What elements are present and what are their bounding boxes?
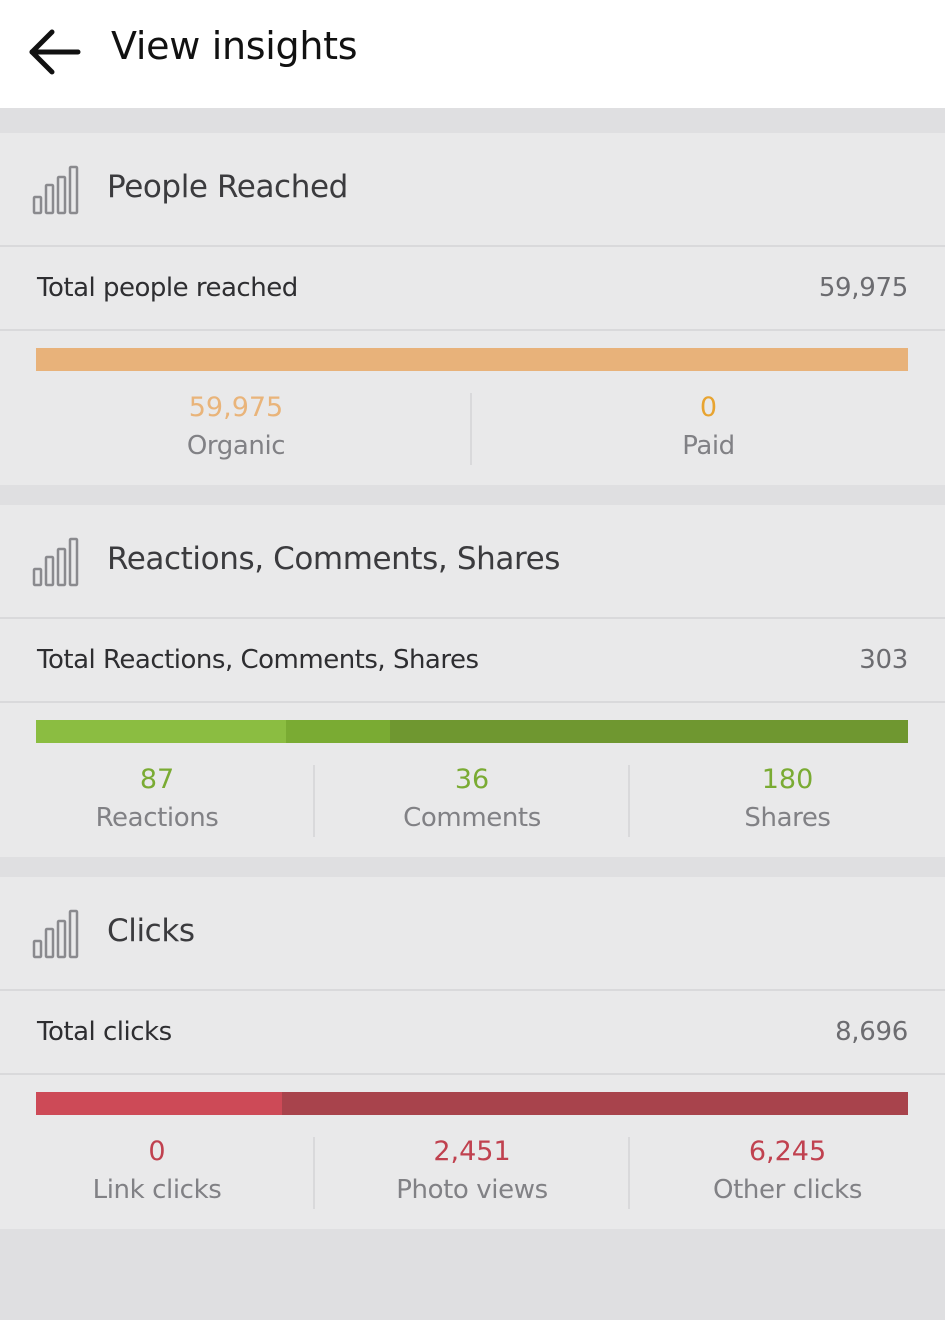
divider: [0, 329, 945, 331]
stat-value: 36: [454, 764, 490, 795]
divider: [0, 701, 945, 703]
back-button[interactable]: [22, 22, 86, 82]
total-value: 8,696: [835, 1017, 908, 1047]
stat-label: Comments: [403, 803, 541, 833]
card-header: People Reached: [0, 133, 945, 245]
stat-value: 87: [139, 764, 175, 795]
stat-label: Other clicks: [713, 1175, 862, 1205]
section-title: People Reached: [107, 169, 348, 205]
bar-segment-other-clicks: [281, 1092, 908, 1115]
total-row: Total people reached 59,975: [0, 247, 945, 329]
stat-label: Organic: [186, 431, 286, 461]
divider: [470, 393, 472, 465]
breakdown: 0 Link clicks 2,451 Photo views 6,245 Ot…: [0, 1133, 945, 1213]
stat-value: 6,245: [748, 1136, 827, 1167]
divider: [0, 245, 945, 247]
stat-value: 59,975: [188, 392, 284, 423]
stat-label: Reactions: [95, 803, 219, 833]
bar-segment-link-clicks: [36, 1092, 282, 1115]
section-title: Clicks: [107, 913, 195, 949]
stat-photo-views: 2,451 Photo views: [315, 1133, 629, 1213]
stat-label: Shares: [744, 803, 831, 833]
people-reached-card: People Reached Total people reached 59,9…: [0, 133, 945, 485]
total-row: Total Reactions, Comments, Shares 303: [0, 619, 945, 701]
page-title: View insights: [111, 24, 358, 68]
bar-segment-reactions: [36, 720, 287, 743]
total-label: Total Reactions, Comments, Shares: [37, 645, 479, 675]
card-header: Reactions, Comments, Shares: [0, 505, 945, 617]
engagement-card: Reactions, Comments, Shares Total Reacti…: [0, 505, 945, 857]
total-label: Total clicks: [37, 1017, 172, 1047]
divider: [628, 765, 630, 837]
bar-segment-shares: [390, 720, 908, 743]
stat-shares: 180 Shares: [630, 761, 945, 841]
stat-value: 180: [761, 764, 814, 795]
stat-reactions: 87 Reactions: [0, 761, 314, 841]
breakdown: 59,975 Organic 0 Paid: [0, 389, 945, 469]
stat-value: 2,451: [433, 1136, 511, 1167]
stat-link-clicks: 0 Link clicks: [0, 1133, 314, 1213]
clicks-card: Clicks Total clicks 8,696 0 Link clicks …: [0, 877, 945, 1229]
stat-paid: 0 Paid: [472, 389, 945, 469]
bar-chart-icon: [32, 907, 90, 961]
bar-segment-organic: [36, 348, 908, 371]
bar-chart-icon: [32, 163, 90, 217]
arrow-left-icon: [29, 29, 81, 75]
divider: [0, 989, 945, 991]
total-label: Total people reached: [37, 273, 298, 303]
stat-label: Photo views: [396, 1175, 548, 1205]
breakdown: 87 Reactions 36 Comments 180 Shares: [0, 761, 945, 841]
divider: [0, 617, 945, 619]
divider: [0, 1073, 945, 1075]
stat-label: Paid: [682, 431, 735, 461]
clicks-bar: [36, 1092, 908, 1115]
reach-bar: [36, 348, 908, 371]
stat-organic: 59,975 Organic: [0, 389, 472, 469]
bar-chart-icon: [32, 535, 90, 589]
stat-label: Link clicks: [92, 1175, 222, 1205]
total-row: Total clicks 8,696: [0, 991, 945, 1073]
stat-value: 0: [699, 392, 718, 423]
app-bar: View insights: [0, 0, 945, 108]
divider: [313, 1137, 315, 1209]
engagement-bar: [36, 720, 908, 743]
card-header: Clicks: [0, 877, 945, 989]
section-title: Reactions, Comments, Shares: [107, 541, 561, 577]
divider: [628, 1137, 630, 1209]
bar-segment-comments: [286, 720, 391, 743]
stat-other-clicks: 6,245 Other clicks: [630, 1133, 945, 1213]
divider: [313, 765, 315, 837]
stat-comments: 36 Comments: [315, 761, 629, 841]
total-value: 303: [859, 645, 908, 675]
total-value: 59,975: [818, 273, 908, 303]
stat-value: 0: [148, 1136, 166, 1167]
